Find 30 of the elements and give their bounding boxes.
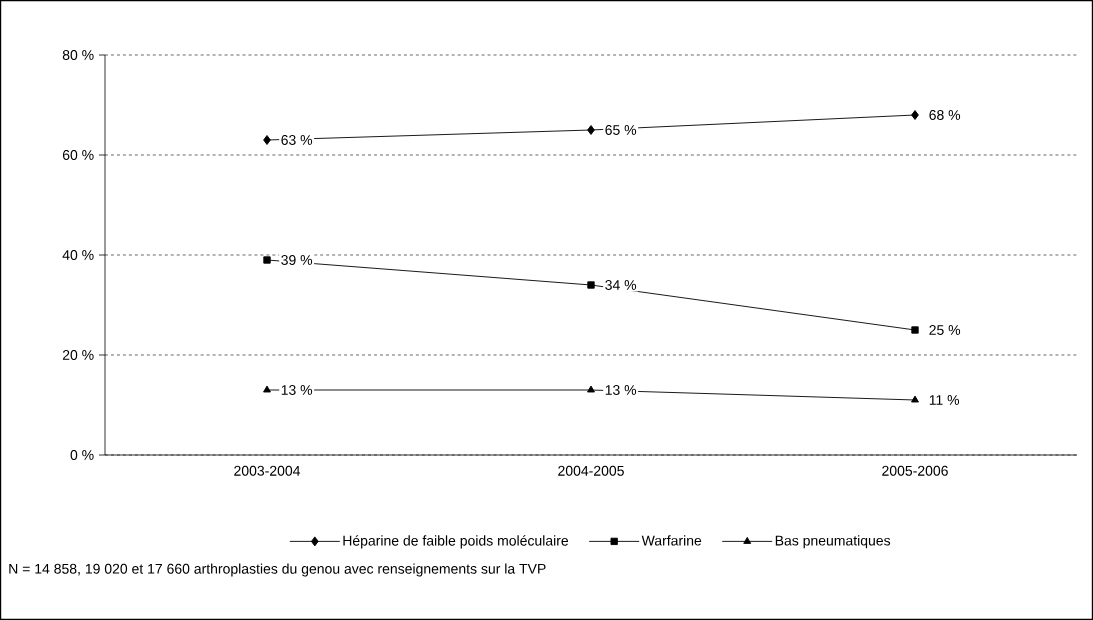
- x-tick-label: 2004-2005: [558, 465, 624, 476]
- point: [587, 281, 595, 289]
- y-tick-label: 20 %: [62, 350, 94, 360]
- data-label: 63 %: [281, 135, 313, 145]
- y-tick-label: 60 %: [62, 150, 94, 160]
- point: [263, 135, 271, 145]
- point: [911, 395, 919, 403]
- data-label: 34 %: [605, 280, 637, 290]
- data-label: 13 %: [605, 385, 637, 395]
- data-label: 11 %: [929, 395, 960, 405]
- data-label: 65 %: [605, 125, 637, 135]
- x-tick-label: 2005-2006: [882, 465, 948, 476]
- x-tick-label: 2003-2004: [234, 465, 301, 476]
- legend-label: Héparine de faible poids moléculaire: [343, 535, 569, 549]
- point: [263, 385, 271, 393]
- point: [587, 385, 595, 393]
- point: [263, 256, 271, 264]
- legend-label: Warfarine: [641, 535, 702, 546]
- y-tick-label: 0 %: [70, 450, 94, 460]
- y-tick-label: 80 %: [62, 50, 94, 60]
- data-label: 39 %: [281, 255, 313, 265]
- data-label: 68 %: [929, 110, 961, 120]
- point: [911, 326, 919, 334]
- y-tick-label: 40 %: [62, 250, 94, 260]
- legend-label: Bas pneumatiques: [775, 535, 891, 549]
- data-label: 13 %: [281, 385, 313, 395]
- point: [587, 125, 595, 135]
- data-label: 25 %: [929, 325, 961, 335]
- point: [911, 110, 919, 120]
- text: N = 14 858, 19 020 et 17 660 arthroplasties du genou avec renseignements sur la TVP: [9, 563, 546, 577]
